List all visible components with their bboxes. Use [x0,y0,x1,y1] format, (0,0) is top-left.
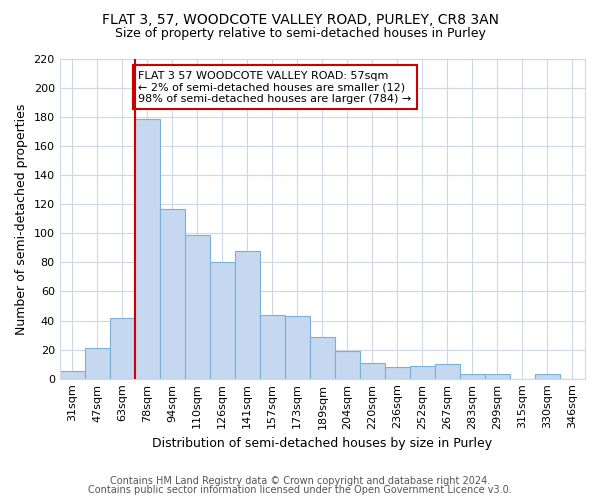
Bar [185,235,210,378]
Text: Contains public sector information licensed under the Open Government Licence v3: Contains public sector information licen… [88,485,512,495]
Bar [59,372,85,378]
Bar [310,336,335,378]
Text: Size of property relative to semi-detached houses in Purley: Size of property relative to semi-detach… [115,28,485,40]
Bar [435,364,460,378]
Bar [210,262,235,378]
Bar [235,251,260,378]
Bar [385,367,410,378]
Y-axis label: Number of semi-detached properties: Number of semi-detached properties [15,103,28,334]
Bar [135,118,160,378]
Bar [160,208,185,378]
Text: Contains HM Land Registry data © Crown copyright and database right 2024.: Contains HM Land Registry data © Crown c… [110,476,490,486]
Bar [360,362,385,378]
Bar [485,374,510,378]
Bar [85,348,110,378]
Bar [460,374,485,378]
Text: FLAT 3 57 WOODCOTE VALLEY ROAD: 57sqm
← 2% of semi-detached houses are smaller (: FLAT 3 57 WOODCOTE VALLEY ROAD: 57sqm ← … [139,70,412,104]
Bar [260,314,285,378]
Bar [535,374,560,378]
Bar [335,351,360,378]
Text: FLAT 3, 57, WOODCOTE VALLEY ROAD, PURLEY, CR8 3AN: FLAT 3, 57, WOODCOTE VALLEY ROAD, PURLEY… [101,12,499,26]
Bar [110,318,135,378]
X-axis label: Distribution of semi-detached houses by size in Purley: Distribution of semi-detached houses by … [152,437,493,450]
Bar [410,366,435,378]
Bar [285,316,310,378]
